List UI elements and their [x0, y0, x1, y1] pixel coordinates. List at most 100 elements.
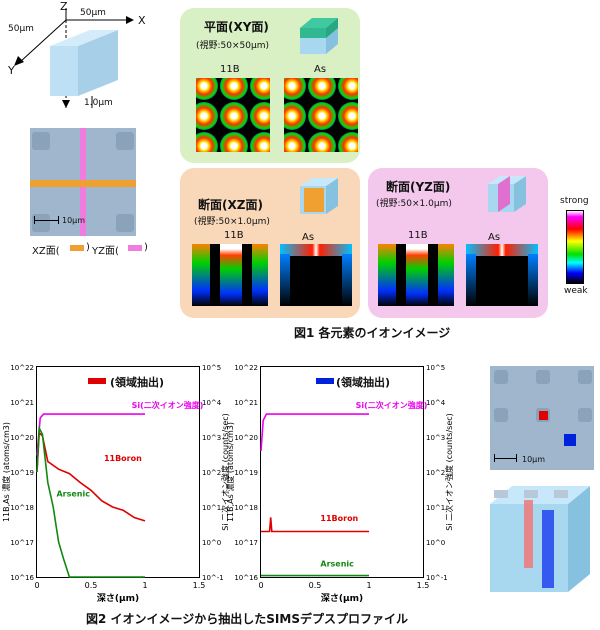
y-tick-label: 10^20	[10, 434, 34, 442]
xy-b-map	[196, 78, 270, 152]
chart-1: 0 0.5 1 1.5 10^16 10^17 10^18 10^19 10^20 10^21 10…	[1, 364, 230, 604]
axis-x-label: X	[138, 14, 146, 27]
xy-as-label: As	[314, 64, 327, 75]
y-tick-label: 10^20	[234, 434, 258, 442]
y-tick-label: 10^19	[234, 469, 258, 477]
chart-1-title: (領域抽出)	[110, 376, 165, 389]
region-optical-image: 10μm	[490, 366, 594, 470]
xz-legend-close: )	[86, 242, 90, 253]
xz-panel-fov: (視野:50×1.0μm)	[194, 217, 270, 227]
fig2-caption: 図2 イオンイメージから抽出したSIMSデプスプロファイル	[86, 612, 408, 626]
xz-as-map	[280, 244, 352, 306]
y2-tick-label: 10^2	[426, 469, 445, 477]
xy-b-label: 11B	[220, 64, 240, 75]
cube-axes-diagram	[14, 8, 134, 108]
optical-image: 10μm	[30, 128, 136, 236]
yz-as-map	[466, 244, 538, 306]
y2-tick-label: 10^0	[202, 539, 221, 547]
x-tick-label: 1	[366, 581, 371, 590]
region-scale-label: 10μm	[522, 455, 546, 464]
y-tick-label: 10^21	[234, 399, 258, 407]
yz-legend-close: )	[144, 242, 148, 253]
series-label: Arsenic	[320, 559, 354, 568]
fig1-caption: 図1 各元素のイオンイメージ	[294, 326, 451, 340]
x-tick-label: 0	[34, 581, 39, 590]
x-tick-label: 1.5	[417, 581, 430, 590]
y2-tick-label: 10^0	[426, 539, 445, 547]
yz-as-label: As	[488, 232, 501, 243]
y2-tick-label: 10^5	[426, 364, 445, 372]
xy-panel-title: 平面(XY面)	[204, 20, 269, 34]
xz-line	[30, 180, 136, 187]
series-line-11boron	[261, 517, 369, 533]
y-tick-label: 10^17	[10, 539, 34, 547]
xy-panel-fov: (視野:50×50μm)	[196, 41, 269, 51]
y2-tick-label: 10^5	[202, 364, 221, 372]
y-tick-label: 10^18	[10, 504, 34, 512]
chart-2-title: (領域抽出)	[336, 376, 391, 389]
y2-tick-label: 10^1	[426, 504, 445, 512]
x-axis-label: 深さ(μm)	[321, 592, 363, 604]
x-tick-label: 1.5	[193, 581, 206, 590]
series-line-si-	[260, 413, 369, 451]
xz-legend-swatch	[70, 245, 84, 251]
series-line-si-	[36, 413, 145, 456]
y2-tick-label: 10^3	[426, 434, 445, 442]
y2-tick-label: 10^4	[202, 399, 222, 407]
cube-depth-label: 50μm	[8, 24, 34, 34]
y2-tick-label: 10^3	[202, 434, 221, 442]
xz-panel-title: 断面(XZ面)	[198, 198, 263, 212]
xz-b-label: 11B	[224, 230, 244, 241]
optical-scale-label: 10μm	[62, 216, 86, 225]
yz-b-map	[378, 244, 454, 306]
axis-y-label: Y	[8, 64, 15, 77]
xy-as-map	[284, 78, 358, 152]
chart-2: 0 0.5 1 1.5 10^16 10^17 10^18 10^19 10^20 10^21 10…	[225, 364, 454, 604]
y-tick-label: 10^18	[234, 504, 258, 512]
colorbar	[566, 210, 584, 284]
yz-legend-swatch	[128, 245, 142, 251]
series-line-arsenic	[36, 425, 145, 578]
yz-panel-title: 断面(YZ面)	[386, 180, 451, 194]
chart-2-plot-area	[260, 366, 424, 578]
y2-tick-label: 10^-1	[202, 574, 224, 582]
yz-panel-fov: (視野:50×1.0μm)	[376, 199, 452, 209]
colorbar-weak-label: weak	[564, 286, 588, 296]
x-axis-label: 深さ(μm)	[97, 592, 139, 604]
y-tick-label: 10^16	[10, 574, 34, 582]
blue-region-marker	[564, 434, 576, 446]
y-tick-label: 10^17	[234, 539, 258, 547]
y-tick-label: 10^19	[10, 469, 34, 477]
chart-1-plot-area	[36, 366, 200, 578]
y2-axis-label: Si 二次イオン強度 (counts/sec)	[220, 413, 230, 531]
y2-tick-label: 10^2	[202, 469, 221, 477]
y-axis-label: 11B,As 濃度 (atoms/cm3)	[1, 422, 11, 522]
series-label: Si(二次イオン強度)	[356, 400, 428, 410]
series-label: 11Boron	[320, 514, 358, 523]
series-label: 11Boron	[104, 454, 142, 463]
y2-axis-label: Si 二次イオン強度 (counts/sec)	[444, 413, 454, 531]
x-tick-label: 0.5	[85, 581, 98, 590]
xz-legend-label: XZ面(	[32, 246, 60, 257]
x-tick-label: 0.5	[309, 581, 322, 590]
y-tick-label: 10^21	[10, 399, 34, 407]
chart-1-legend-swatch	[88, 378, 106, 384]
chart-2-legend-swatch	[316, 378, 334, 384]
y2-tick-label: 10^4	[426, 399, 446, 407]
xz-as-label: As	[302, 232, 315, 243]
xz-cube-icon	[300, 178, 338, 214]
y2-tick-label: 10^1	[202, 504, 221, 512]
x-tick-label: 0	[258, 581, 263, 590]
cube-width-label: 50μm	[80, 8, 106, 18]
yz-legend-label: YZ面(	[92, 246, 119, 257]
y-tick-label: 10^16	[234, 574, 258, 582]
xy-cube-icon	[300, 18, 338, 54]
yz-b-label: 11B	[408, 230, 428, 241]
y-axis-label: 11B,As 濃度 (atoms/cm3)	[225, 422, 235, 522]
y-tick-label: 10^22	[234, 364, 258, 372]
red-region-marker	[539, 411, 548, 420]
colorbar-strong-label: strong	[560, 196, 589, 206]
series-label: Arsenic	[56, 489, 90, 498]
xz-b-map	[192, 244, 268, 306]
region-3d-block	[490, 486, 590, 592]
